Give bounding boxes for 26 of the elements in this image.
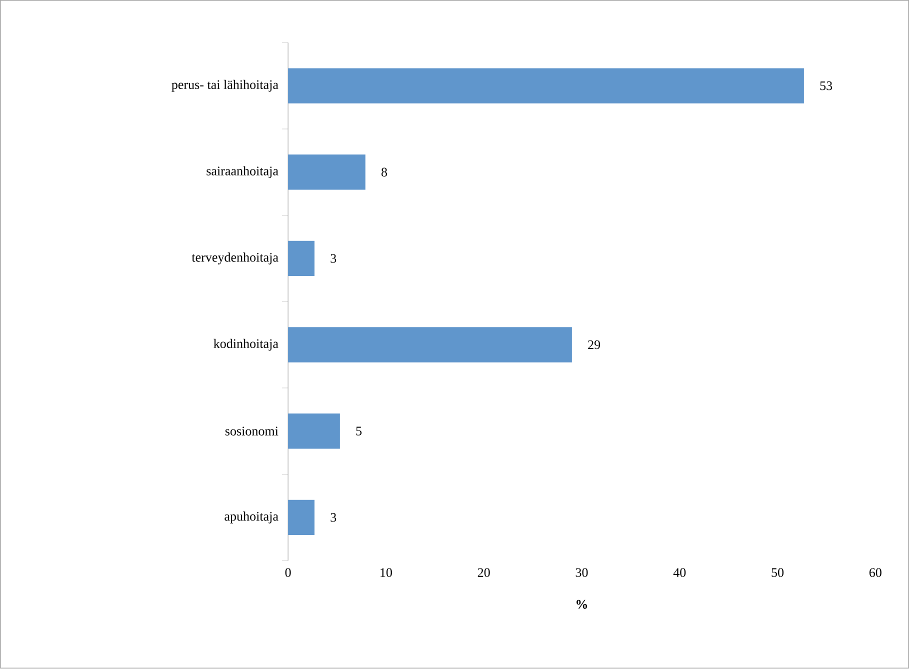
data-label: 53 <box>820 82 832 90</box>
bar <box>288 241 314 276</box>
data-label: 3 <box>330 254 336 264</box>
y-tick-label: sairaanhoitaja <box>206 166 278 178</box>
x-tick-label: 60 <box>869 568 882 578</box>
x-axis-title: % <box>576 600 588 609</box>
y-tick-label: apuhoitaja <box>224 512 278 524</box>
x-tick-label: 30 <box>576 568 588 578</box>
y-tick-label: sosionomi <box>225 426 278 436</box>
x-tick-label: 40 <box>673 568 686 578</box>
bar <box>288 414 340 449</box>
x-tick-label: 20 <box>478 568 490 578</box>
y-tick-label: terveydenhoitaja <box>192 252 278 265</box>
x-tick-label: 0 <box>285 568 291 578</box>
bar <box>288 500 314 536</box>
y-tick-label: kodinhoitaja <box>214 339 278 351</box>
data-label: 29 <box>588 340 600 350</box>
bar <box>288 154 366 190</box>
data-label: 8 <box>382 168 388 177</box>
x-tick-label: 10 <box>380 568 392 578</box>
bar <box>288 327 572 363</box>
data-label: 5 <box>356 426 362 436</box>
y-tick-label: perus- tai lähihoitaja <box>172 80 278 92</box>
data-label: 3 <box>330 513 336 522</box>
bar <box>288 68 804 104</box>
x-tick-label: 50 <box>772 568 784 578</box>
